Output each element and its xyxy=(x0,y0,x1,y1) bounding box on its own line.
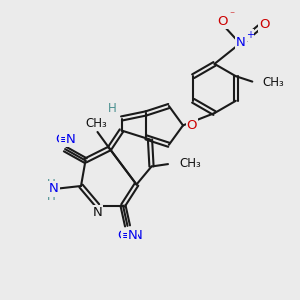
Text: N: N xyxy=(93,206,102,219)
Text: C: C xyxy=(55,133,64,146)
Text: N: N xyxy=(66,133,75,146)
Text: CH₃: CH₃ xyxy=(86,116,107,130)
Text: N: N xyxy=(236,36,245,50)
Text: ≡: ≡ xyxy=(122,229,132,242)
Text: H: H xyxy=(46,178,56,191)
Text: H: H xyxy=(107,102,116,116)
Text: CH₃: CH₃ xyxy=(86,116,107,130)
Text: ≡: ≡ xyxy=(128,229,137,242)
Text: C: C xyxy=(128,229,137,242)
Text: ≡: ≡ xyxy=(60,133,69,146)
Text: CH₃: CH₃ xyxy=(262,76,284,89)
Text: H: H xyxy=(46,178,56,191)
Text: N: N xyxy=(236,36,245,50)
Text: +: + xyxy=(246,30,254,40)
Text: ⁻: ⁻ xyxy=(229,10,235,20)
Text: ⁻: ⁻ xyxy=(229,10,235,20)
Text: CH₃: CH₃ xyxy=(262,76,284,89)
Text: CH₃: CH₃ xyxy=(179,157,201,170)
Text: N: N xyxy=(133,229,142,242)
Text: N: N xyxy=(93,206,102,219)
Text: N: N xyxy=(49,182,59,196)
Text: +: + xyxy=(246,30,254,40)
Text: H: H xyxy=(46,190,56,203)
Text: O: O xyxy=(259,18,269,31)
Text: ≡: ≡ xyxy=(60,133,69,146)
Text: O: O xyxy=(217,15,227,28)
Text: CH₃: CH₃ xyxy=(179,157,201,170)
Text: N: N xyxy=(66,133,75,146)
Text: N: N xyxy=(49,182,59,196)
Text: C: C xyxy=(55,133,64,146)
Text: N: N xyxy=(128,229,138,242)
Text: H: H xyxy=(107,102,116,116)
Text: O: O xyxy=(217,15,227,28)
Text: C: C xyxy=(118,229,127,242)
Text: O: O xyxy=(187,119,197,132)
Text: O: O xyxy=(187,119,197,132)
Text: O: O xyxy=(259,18,269,31)
Text: H: H xyxy=(46,190,56,203)
